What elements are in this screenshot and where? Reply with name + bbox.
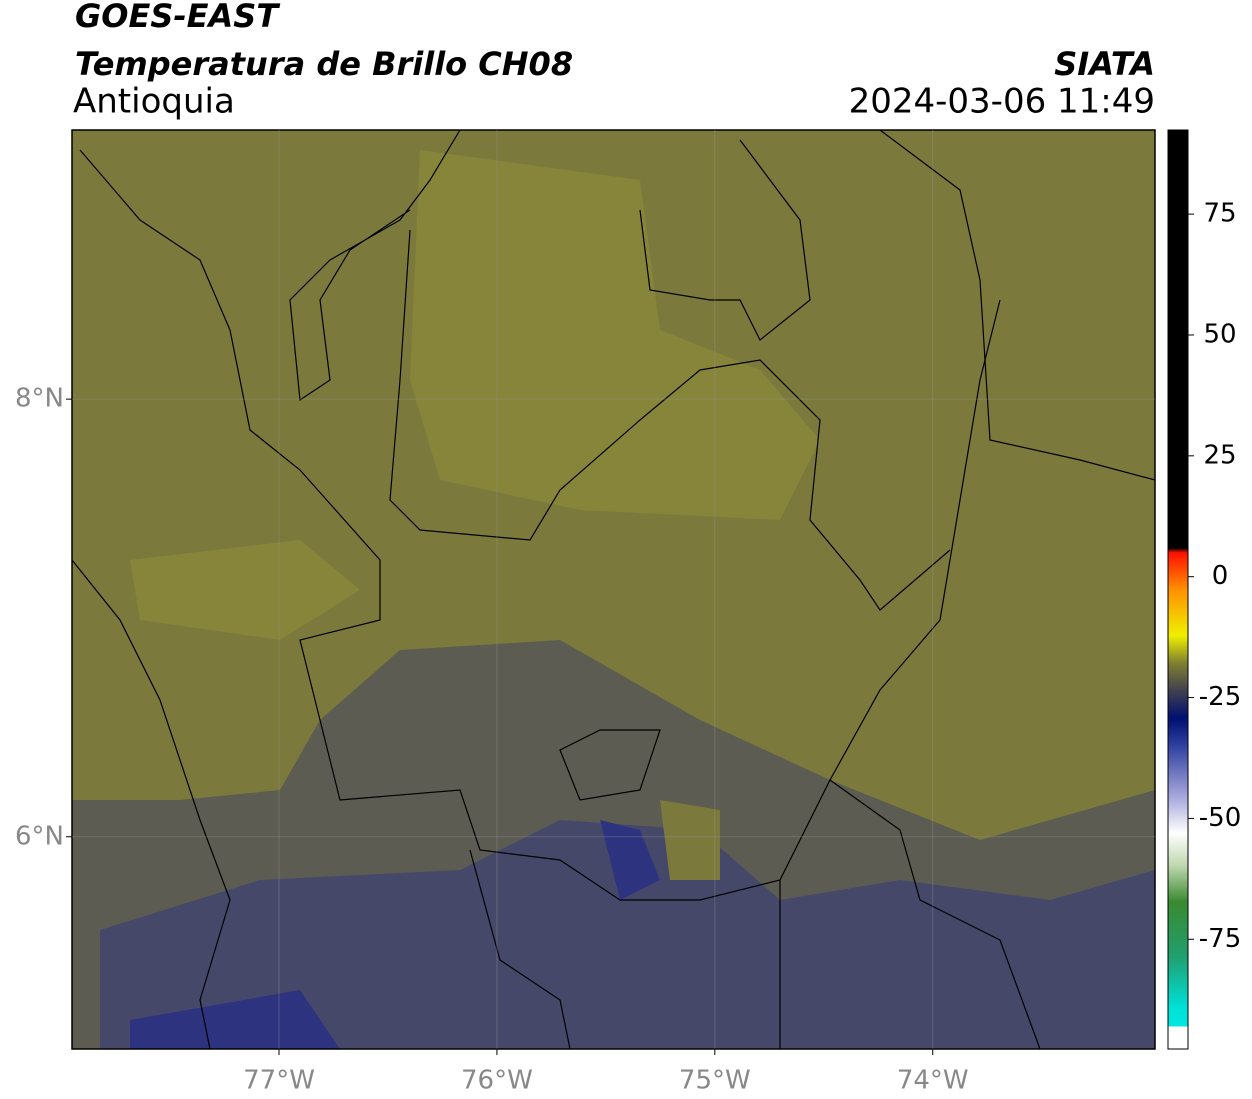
colorbar-tick-label: 0 (1212, 561, 1229, 591)
map-field (72, 130, 1155, 1049)
colorbar-tick-label: 25 (1203, 440, 1236, 470)
colorbar-tick-label: 75 (1203, 199, 1236, 229)
warm-area (660, 800, 720, 880)
colorbar-tick-label: -50 (1199, 803, 1241, 833)
borders (72, 130, 1155, 1049)
source: SIATA (1054, 45, 1155, 83)
coldest-area (130, 820, 660, 1049)
y-tick-label: 8°N (15, 384, 64, 414)
colorbar-tick-label: -25 (1199, 682, 1241, 712)
cold-area (100, 820, 1155, 1049)
warm-area (410, 150, 820, 520)
x-tick-label: 75°W (679, 1066, 751, 1096)
region: Antioquia (73, 82, 235, 122)
x-tick-label: 76°W (461, 1066, 533, 1096)
colorbar (1167, 129, 1189, 1050)
x-tick-label: 74°W (897, 1066, 969, 1096)
datetime: 2024-03-06 11:49 (849, 82, 1155, 122)
warm-area (130, 540, 360, 640)
title: GOES-EAST (75, 0, 280, 35)
x-tick-label: 77°W (243, 1066, 315, 1096)
map-frame (71, 129, 1156, 1050)
subtitle: Temperatura de Brillo CH08 (75, 45, 573, 83)
colorbar-tick-label: 50 (1203, 319, 1236, 349)
y-tick-label: 6°N (15, 821, 64, 851)
colorbar-tick-label: -75 (1199, 924, 1241, 954)
